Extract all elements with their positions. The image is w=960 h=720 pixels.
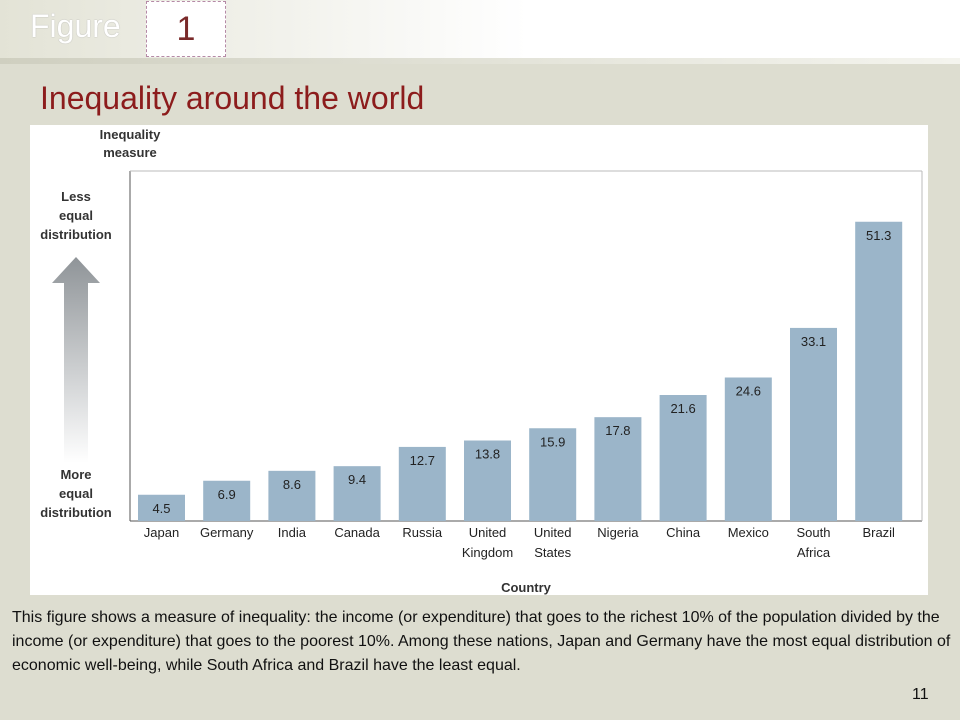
bar-united-states <box>529 428 577 521</box>
bar-south-africa <box>790 327 837 521</box>
x-axis-title: Country <box>501 580 552 595</box>
bar-value-label: 6.9 <box>218 487 236 502</box>
figure-label: Figure <box>30 8 121 44</box>
bar-value-label: 33.1 <box>801 334 826 349</box>
y-axis-title: Inequality measure <box>100 127 161 160</box>
bar-value-label: 24.6 <box>736 384 761 399</box>
bar-value-label: 12.7 <box>410 453 435 468</box>
category-tick-label: Brazil <box>862 525 895 540</box>
bar-value-label: 13.8 <box>475 447 500 462</box>
figure-number: 1 <box>146 1 226 57</box>
figure-caption: This figure shows a measure of inequalit… <box>12 609 951 674</box>
category-tick-label: Nigeria <box>597 525 639 540</box>
category-tick-label: India <box>278 525 307 540</box>
bar-value-label: 15.9 <box>540 434 565 449</box>
bar-russia <box>398 446 446 521</box>
category-tick-label: United States <box>534 525 572 560</box>
category-tick-label: China <box>666 525 701 540</box>
category-tick-label: Russia <box>402 525 443 540</box>
inequality-arrow-icon <box>52 257 100 463</box>
page-number: 11 <box>912 686 929 703</box>
bar-value-label: 8.6 <box>283 477 301 492</box>
bar-canada <box>333 466 381 521</box>
bar-value-label: 17.8 <box>605 423 630 438</box>
header-divider <box>0 58 960 64</box>
category-tick-label: Germany <box>200 525 254 540</box>
bar-value-label: 51.3 <box>866 228 891 243</box>
category-tick-label: Japan <box>144 525 179 540</box>
top-annotation: Less equal distribution <box>40 189 112 242</box>
bar-value-label: 9.4 <box>348 472 366 487</box>
bottom-annotation: More equal distribution <box>40 467 112 520</box>
bar-japan <box>138 494 185 521</box>
bar-chart: Inequality measure Less equal distribution … <box>40 127 923 595</box>
bar-nigeria <box>594 417 642 521</box>
category-tick-label: Canada <box>334 525 380 540</box>
bar-value-label: 4.5 <box>152 501 170 516</box>
bar-brazil <box>855 221 903 521</box>
bar-value-label: 21.6 <box>670 401 695 416</box>
category-tick-label: South Africa <box>797 525 831 560</box>
category-tick-label: Mexico <box>728 525 769 540</box>
header-band <box>0 0 960 58</box>
category-tick-label: United Kingdom <box>462 525 513 560</box>
bar-china <box>659 395 707 521</box>
bar-united-kingdom <box>464 440 511 521</box>
bar-mexico <box>724 377 772 521</box>
bar-india <box>268 470 316 521</box>
bar-germany <box>203 480 251 521</box>
page-title: Inequality around the world <box>40 80 425 116</box>
chart-panel: Inequality measure Less equal distribution … <box>30 125 928 595</box>
